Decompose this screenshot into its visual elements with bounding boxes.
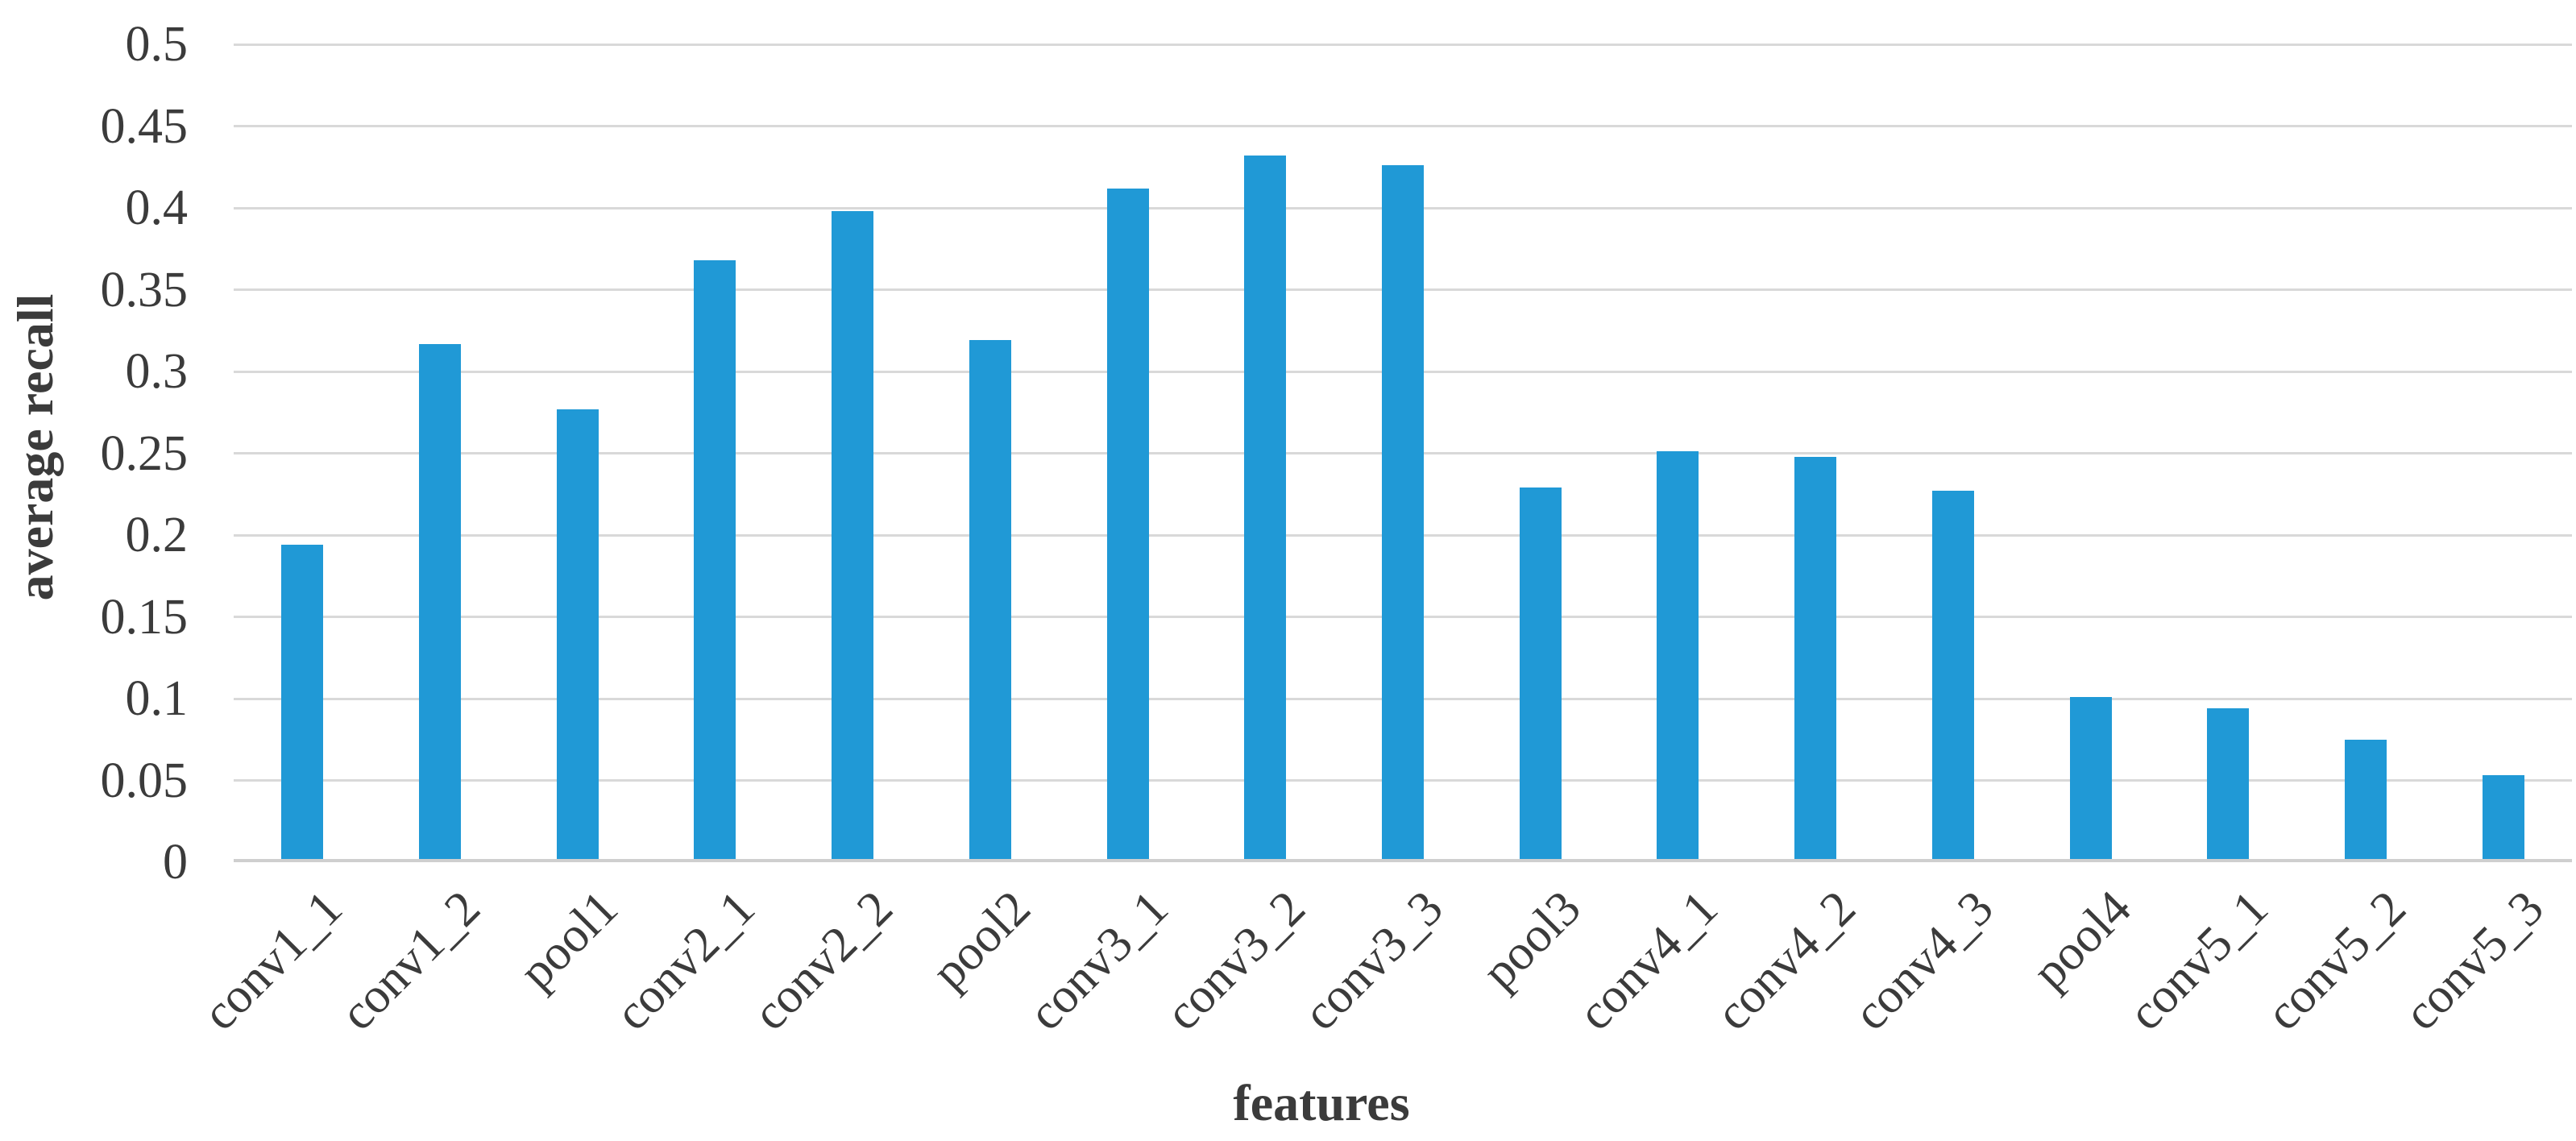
- y-tick-label: 0.5: [125, 17, 189, 72]
- y-tick-label: 0.4: [125, 180, 189, 235]
- bar-pool1: [556, 409, 599, 862]
- plot-area: [234, 43, 2572, 862]
- bar-conv5_3: [2482, 775, 2524, 862]
- x-category-label: pool4: [2022, 880, 2142, 1000]
- bar-conv2_2: [832, 211, 874, 862]
- y-tick-label: 0: [163, 835, 188, 890]
- y-tick-label: 0.2: [125, 508, 189, 562]
- bar-pool4: [2069, 696, 2112, 862]
- x-category-label: pool3: [1471, 880, 1591, 1000]
- x-category-label: conv4_2: [1705, 880, 1866, 1041]
- x-category-label: conv5_1: [2118, 880, 2279, 1041]
- bar-pool3: [1519, 488, 1562, 862]
- y-tick-label: 0.25: [100, 425, 189, 481]
- bar-conv3_3: [1382, 165, 1424, 862]
- y-tick-label: 0.45: [100, 98, 189, 154]
- x-category-label: conv5_3: [2393, 880, 2554, 1041]
- x-category-label: conv3_1: [1018, 880, 1179, 1041]
- y-tick-label: 0.15: [100, 589, 189, 645]
- x-axis-line: [234, 859, 2572, 862]
- bar-conv1_2: [419, 343, 462, 862]
- bar-conv1_1: [281, 545, 324, 862]
- bar-conv4_3: [1931, 491, 1974, 862]
- x-category-label: conv1_1: [193, 880, 354, 1041]
- y-tick-label: 0.05: [100, 753, 189, 808]
- x-category-label: conv3_3: [1292, 880, 1454, 1041]
- gridline: [234, 43, 2572, 46]
- gridline: [234, 125, 2572, 127]
- bar-pool2: [969, 340, 1011, 862]
- x-category-label: pool2: [921, 880, 1041, 1000]
- x-category-label: conv4_1: [1568, 880, 1729, 1041]
- x-category-label: pool1: [508, 880, 628, 1000]
- x-category-label: conv5_2: [2255, 880, 2416, 1041]
- bar-conv2_1: [694, 259, 736, 862]
- bar-conv5_2: [2344, 739, 2387, 862]
- y-tick-label: 0.3: [125, 344, 189, 399]
- x-category-label: conv2_1: [605, 880, 766, 1041]
- x-category-label: conv2_2: [742, 880, 903, 1041]
- x-category-label: conv4_3: [1843, 880, 2004, 1041]
- y-tick-label: 0.35: [100, 262, 189, 317]
- y-tick-label: 0.1: [125, 671, 189, 726]
- bar-conv4_2: [1794, 456, 1837, 862]
- x-category-label: conv3_2: [1155, 880, 1317, 1041]
- x-category-label: conv1_2: [330, 880, 491, 1041]
- bar-conv3_1: [1106, 188, 1149, 862]
- bar-conv4_1: [1657, 451, 1699, 862]
- bar-conv3_2: [1244, 156, 1287, 862]
- x-axis-title: features: [1233, 1074, 1410, 1131]
- bar-conv5_1: [2207, 708, 2250, 862]
